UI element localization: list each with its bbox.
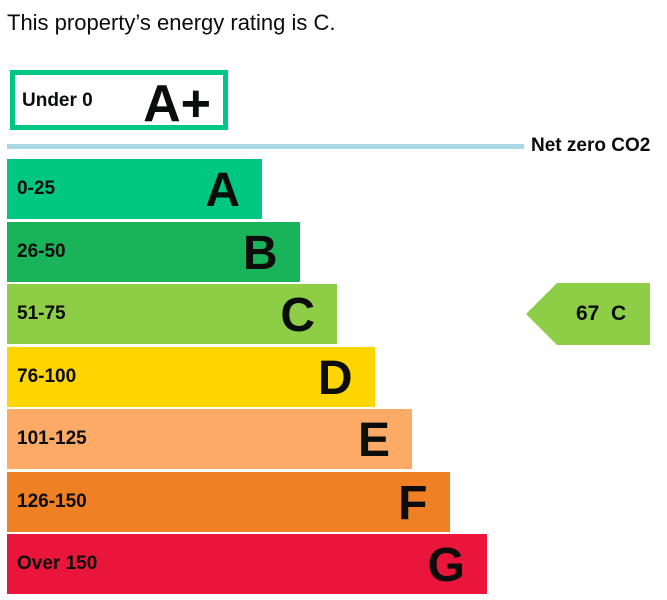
band-e-range: 101-125 [17, 428, 87, 449]
band-a-range: 0-25 [17, 178, 56, 199]
band-c-letter: C [280, 289, 315, 342]
band-g-range: Over 150 [17, 553, 98, 574]
band-c-range: 51-75 [17, 303, 66, 324]
band-a-plus-range: Under 0 [22, 90, 93, 111]
band-e: 101-125 E [7, 409, 412, 469]
page-title: This property’s energy rating is C. [7, 10, 336, 35]
band-a-plus-letter: A+ [143, 75, 211, 133]
current-rating-score: 67 [576, 302, 600, 325]
net-zero-label: Net zero CO2 [531, 135, 651, 156]
band-a-plus: Under 0 A+ [10, 70, 228, 133]
band-a-letter: A [205, 164, 240, 217]
band-d: 76-100 D [7, 346, 375, 407]
band-f-range: 126-150 [17, 490, 87, 512]
band-b-range: 26-50 [17, 240, 66, 262]
band-f: 126-150 F [7, 471, 450, 532]
band-g: Over 150 G [7, 534, 487, 594]
band-e-letter: E [357, 414, 390, 467]
band-d-range: 76-100 [17, 365, 77, 387]
band-b: 26-50 B [7, 221, 300, 282]
band-d-letter: D [317, 351, 353, 405]
band-g-letter: G [427, 539, 465, 592]
current-rating-arrow-shape [526, 283, 650, 345]
net-zero-line [7, 144, 524, 149]
band-a: 0-25 A [7, 159, 262, 219]
band-f-letter: F [398, 476, 428, 530]
current-rating-letter: C [611, 302, 627, 325]
current-rating-label: 67 C [576, 283, 626, 345]
current-rating-arrow: 67 C [526, 283, 650, 345]
band-c: 51-75 C [7, 284, 337, 344]
band-b-letter: B [242, 226, 278, 280]
